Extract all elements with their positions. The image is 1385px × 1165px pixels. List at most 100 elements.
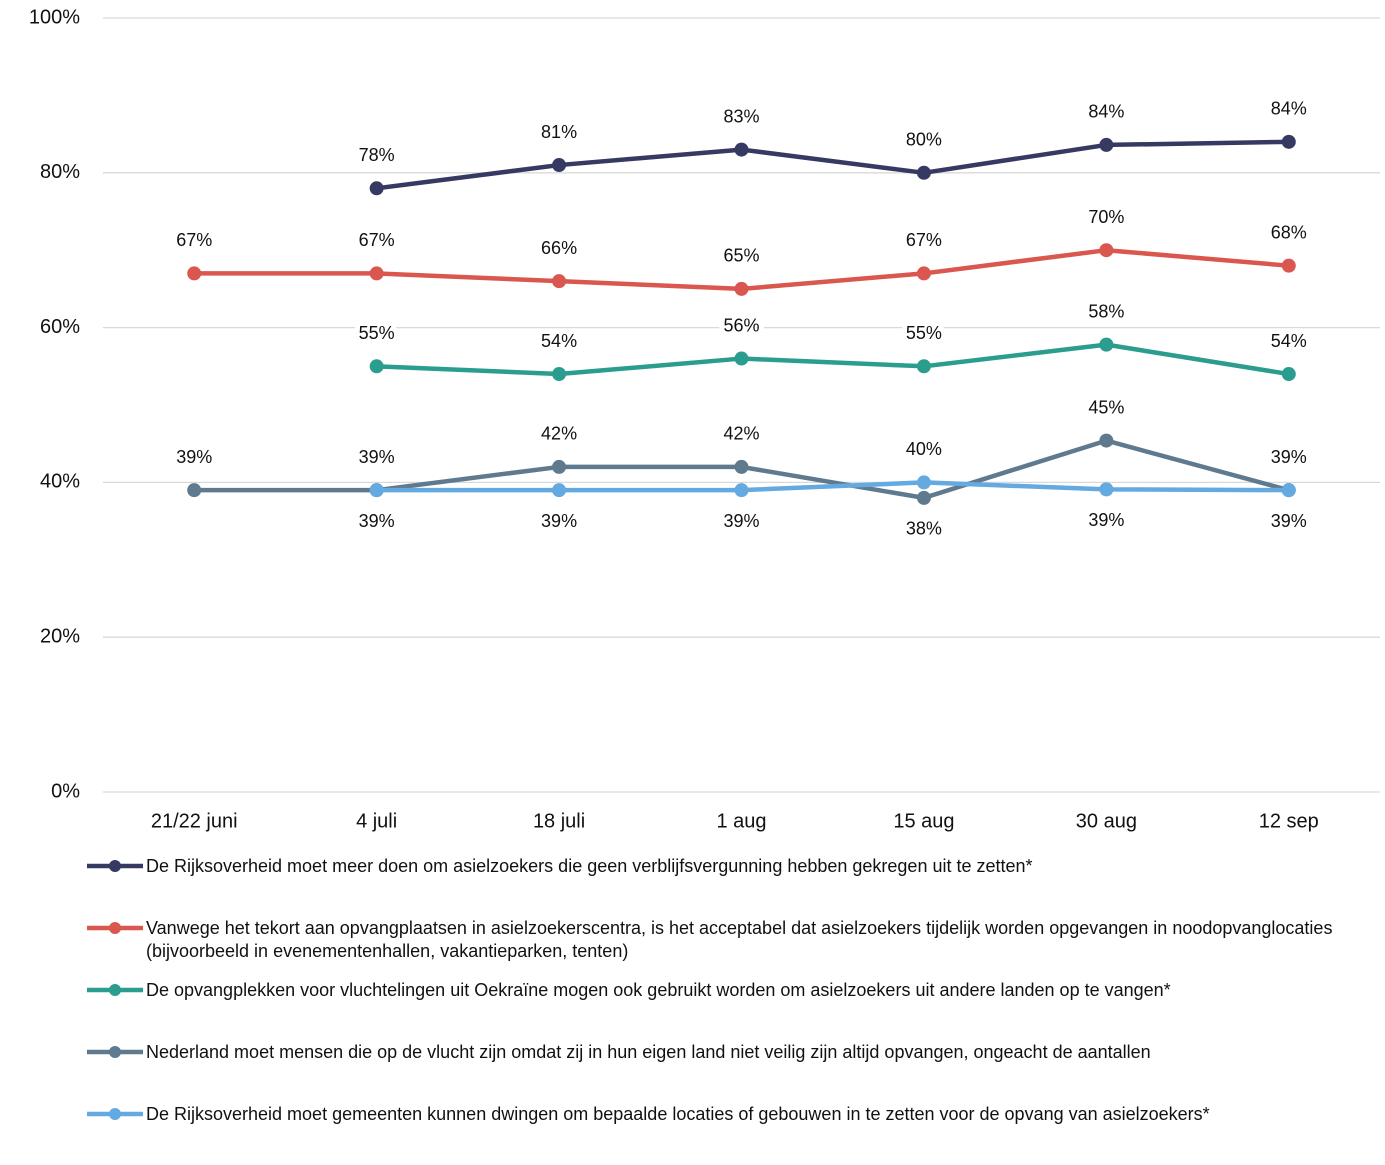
point (916, 475, 931, 490)
legend-item: De opvangplekken voor vluchtelingen uit … (86, 979, 1356, 1025)
point (1281, 483, 1296, 498)
legend-item: De Rijksoverheid moet gemeenten kunnen d… (86, 1103, 1356, 1149)
point (916, 359, 931, 374)
x-tick-label: 15 aug (893, 810, 954, 832)
point (369, 181, 384, 196)
point (552, 158, 567, 173)
data-label: 68% (1271, 222, 1307, 242)
data-label: 70% (1088, 207, 1124, 227)
point (1099, 137, 1114, 152)
point (369, 266, 384, 281)
point (734, 351, 749, 366)
series-line (376, 139, 1289, 191)
legend-swatch (87, 1108, 143, 1120)
point (1099, 433, 1114, 448)
legend-label: De Rijksoverheid moet meer doen om asiel… (146, 856, 1033, 876)
series-line (376, 342, 1290, 377)
point (1099, 337, 1114, 352)
point (552, 483, 567, 498)
data-label: 45% (1088, 397, 1124, 417)
chart: 0% 20% 40% 60% 80% 100% 21/22 juni 4 juli 18 jul… (29, 6, 1380, 832)
x-tick-label: 12 sep (1259, 810, 1319, 832)
y-tick-label: 40% (40, 471, 80, 493)
point (1281, 134, 1296, 149)
x-tick-label: 1 aug (716, 810, 766, 832)
data-label: 78% (359, 145, 395, 165)
point (734, 281, 749, 296)
y-tick-label: 80% (40, 161, 80, 183)
data-label: 40% (906, 439, 942, 459)
point (916, 165, 931, 180)
data-label: 39% (541, 511, 577, 531)
y-tick-label: 20% (40, 625, 80, 647)
point (552, 459, 567, 474)
legend-swatch (87, 1046, 143, 1058)
legend-marker (109, 860, 121, 872)
series-line (376, 480, 1289, 493)
legend-marker (109, 984, 121, 996)
data-label: 39% (723, 511, 759, 531)
data-label: 39% (176, 447, 212, 467)
x-tick-label: 21/22 juni (151, 810, 238, 832)
x-tick-label: 4 juli (356, 810, 397, 832)
point (369, 483, 384, 498)
point (1281, 258, 1296, 273)
legend-swatch (87, 984, 143, 996)
legend-swatch (87, 860, 143, 872)
data-label: 54% (541, 331, 577, 351)
data-label: 67% (176, 230, 212, 250)
data-label: 55% (906, 323, 942, 343)
data-label: 42% (541, 424, 577, 444)
legend-item: De Rijksoverheid moet meer doen om asiel… (86, 855, 1356, 901)
point (1281, 367, 1296, 382)
legend-label: De opvangplekken voor vluchtelingen uit … (146, 980, 1171, 1000)
point (916, 266, 931, 281)
point (734, 483, 749, 498)
point (1099, 243, 1114, 258)
y-tick-label: 100% (29, 6, 80, 28)
point (734, 459, 749, 474)
data-label: 58% (1088, 301, 1124, 321)
data-label: 81% (541, 122, 577, 142)
point (916, 490, 931, 505)
legend-item: Vanwege het tekort aan opvangplaatsen in… (86, 917, 1356, 963)
legend-marker (109, 922, 121, 934)
data-label: 39% (1088, 510, 1124, 530)
point (1099, 482, 1114, 497)
point (552, 274, 567, 289)
data-labels: 78% 81% 83% 80% 84% 84% 67% 67% 66% 65% 67% 70% 68% 5… (171, 94, 1312, 544)
point (734, 142, 749, 157)
x-tick-label: 18 juli (533, 810, 585, 832)
point (552, 367, 567, 382)
legend-marker (109, 1046, 121, 1058)
data-label: 42% (723, 424, 759, 444)
data-label: 39% (359, 511, 395, 531)
data-label: 80% (906, 130, 942, 150)
y-tick-label: 0% (51, 780, 80, 802)
data-label: 67% (359, 230, 395, 250)
x-tick-label: 30 aug (1076, 810, 1137, 832)
point (187, 483, 202, 498)
data-label: 38% (906, 519, 942, 539)
data-label: 39% (1271, 447, 1307, 467)
legend-label: De Rijksoverheid moet gemeenten kunnen d… (146, 1104, 1210, 1124)
data-label: 55% (359, 323, 395, 343)
legend-label: Vanwege het tekort aan opvangplaatsen in… (146, 918, 1333, 961)
point (187, 266, 202, 281)
data-label: 39% (1271, 511, 1307, 531)
point (369, 359, 384, 374)
data-label: 84% (1271, 99, 1307, 119)
legend-label: Nederland moet mensen die op de vlucht z… (146, 1042, 1151, 1062)
data-label: 39% (359, 447, 395, 467)
data-label: 56% (723, 315, 759, 335)
legend-marker (109, 1108, 121, 1120)
data-label: 67% (906, 230, 942, 250)
data-label: 66% (541, 238, 577, 258)
data-label: 83% (723, 106, 759, 126)
y-tick-label: 60% (40, 316, 80, 338)
data-label: 54% (1271, 331, 1307, 351)
data-label: 65% (723, 246, 759, 266)
grid (103, 17, 1380, 793)
legend-swatch (87, 922, 143, 934)
